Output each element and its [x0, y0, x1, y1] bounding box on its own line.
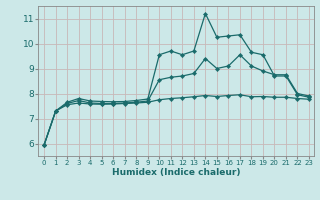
X-axis label: Humidex (Indice chaleur): Humidex (Indice chaleur): [112, 168, 240, 177]
